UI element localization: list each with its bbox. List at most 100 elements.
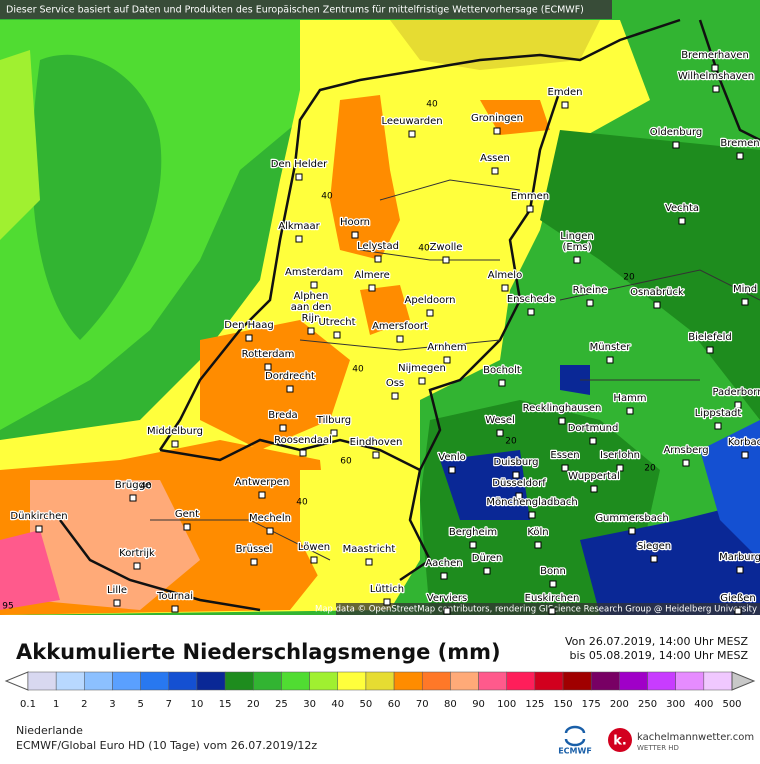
- legend-swatch: [562, 671, 592, 691]
- city-label: Osnabrück: [630, 287, 684, 298]
- city-marker: [258, 491, 266, 499]
- city-label: Mönchengladbach: [486, 497, 577, 508]
- contour-label: 20: [623, 273, 635, 283]
- legend-swatch: [281, 671, 310, 691]
- city-label: Amsterdam: [285, 267, 343, 278]
- city-marker: [626, 407, 634, 415]
- site-logo-icon: [608, 728, 632, 752]
- city-label: Alphen aan den Rijn: [291, 291, 332, 324]
- city-marker: [129, 494, 137, 502]
- city-marker: [330, 429, 338, 437]
- city-marker: [528, 511, 536, 519]
- city-label: Recklinghausen: [523, 403, 602, 414]
- contour-label: 20: [505, 437, 517, 447]
- city-marker: [573, 256, 581, 264]
- contour-label: 60: [340, 457, 352, 467]
- legend-label: 40: [331, 699, 344, 710]
- city-marker: [606, 356, 614, 364]
- legend-swatch: [84, 671, 113, 691]
- city-label: Arnhem: [427, 342, 466, 353]
- city-marker: [183, 523, 191, 531]
- legend-swatch: [421, 671, 451, 691]
- city-label: Venlo: [438, 452, 465, 463]
- city-marker: [711, 64, 719, 72]
- city-label: Wuppertal: [568, 471, 620, 482]
- city-label: Enschede: [507, 294, 555, 305]
- city-label: Lippstadt: [695, 408, 742, 419]
- city-label: Emden: [548, 87, 583, 98]
- legend-label: 20: [247, 699, 260, 710]
- city-marker: [264, 363, 272, 371]
- legend-label: 60: [388, 699, 401, 710]
- city-marker: [493, 127, 501, 135]
- city-label: Brüssel: [236, 544, 273, 555]
- city-label: Arnsberg: [663, 445, 708, 456]
- city-label: Marburg: [719, 552, 760, 563]
- city-marker: [678, 217, 686, 225]
- legend-swatch: [253, 671, 282, 691]
- city-marker: [682, 459, 690, 467]
- legend-arrow: [4, 671, 29, 691]
- city-label: Dortmund: [568, 423, 619, 434]
- city-label: Euskirchen: [525, 593, 580, 604]
- contour-label: 40: [418, 244, 430, 254]
- contour-label: 40: [296, 498, 308, 508]
- info-panel: Akkumulierte Niederschlagsmenge (mm) Von…: [4, 635, 756, 756]
- city-label: Almere: [354, 270, 390, 281]
- city-label: Lüttich: [370, 584, 404, 595]
- city-marker: [408, 130, 416, 138]
- city-marker: [295, 235, 303, 243]
- city-label: Lelystad: [357, 241, 399, 252]
- legend-label: 7: [166, 699, 172, 710]
- legend-swatch: [365, 671, 395, 691]
- city-label: Düsseldorf: [492, 478, 546, 489]
- legend-swatch: [55, 671, 85, 691]
- legend-label: 10: [191, 699, 204, 710]
- legend-swatch: [27, 671, 57, 691]
- legend-label: 25: [275, 699, 288, 710]
- city-label: Aachen: [425, 558, 462, 569]
- legend-label: 1: [53, 699, 59, 710]
- legend-label: 300: [666, 699, 685, 710]
- city-marker: [706, 346, 714, 354]
- city-marker: [512, 471, 520, 479]
- period-to: bis 05.08.2019, 14:00 Uhr MESZ: [570, 649, 749, 662]
- legend-swatch: [619, 671, 648, 691]
- city-label: Groningen: [471, 113, 523, 124]
- city-label: Bonn: [540, 566, 566, 577]
- city-marker: [307, 327, 315, 335]
- city-marker: [35, 525, 43, 533]
- contour-label: 95: [2, 602, 13, 612]
- city-label: Mind: [733, 284, 757, 295]
- city-marker: [443, 607, 451, 615]
- legend-swatch: [309, 671, 339, 691]
- city-marker: [365, 558, 373, 566]
- legend-label: 150: [553, 699, 572, 710]
- legend-label: 2: [81, 699, 87, 710]
- city-marker: [526, 205, 534, 213]
- city-marker: [741, 298, 749, 306]
- legend-swatch: [590, 671, 620, 691]
- city-marker: [310, 281, 318, 289]
- legend-swatch: [224, 671, 254, 691]
- city-marker: [534, 541, 542, 549]
- city-marker: [589, 437, 597, 445]
- city-label: Verviers: [427, 593, 468, 604]
- legend-label: 0.1: [20, 699, 36, 710]
- city-label: Mecheln: [249, 513, 291, 524]
- legend-label: 250: [638, 699, 657, 710]
- city-label: Roosendaal: [274, 435, 332, 446]
- ecmwf-icon: [564, 725, 586, 747]
- legend-label: 50: [360, 699, 373, 710]
- city-label: Rheine: [573, 285, 608, 296]
- city-marker: [171, 440, 179, 448]
- city-label: Antwerpen: [235, 477, 289, 488]
- legend-swatch: [168, 671, 198, 691]
- site-tagline: WETTER HD: [637, 744, 679, 752]
- city-label: Dünkirchen: [10, 511, 67, 522]
- legend-swatch: [112, 671, 141, 691]
- legend-swatch: [506, 671, 536, 691]
- city-marker: [245, 334, 253, 342]
- city-marker: [295, 173, 303, 181]
